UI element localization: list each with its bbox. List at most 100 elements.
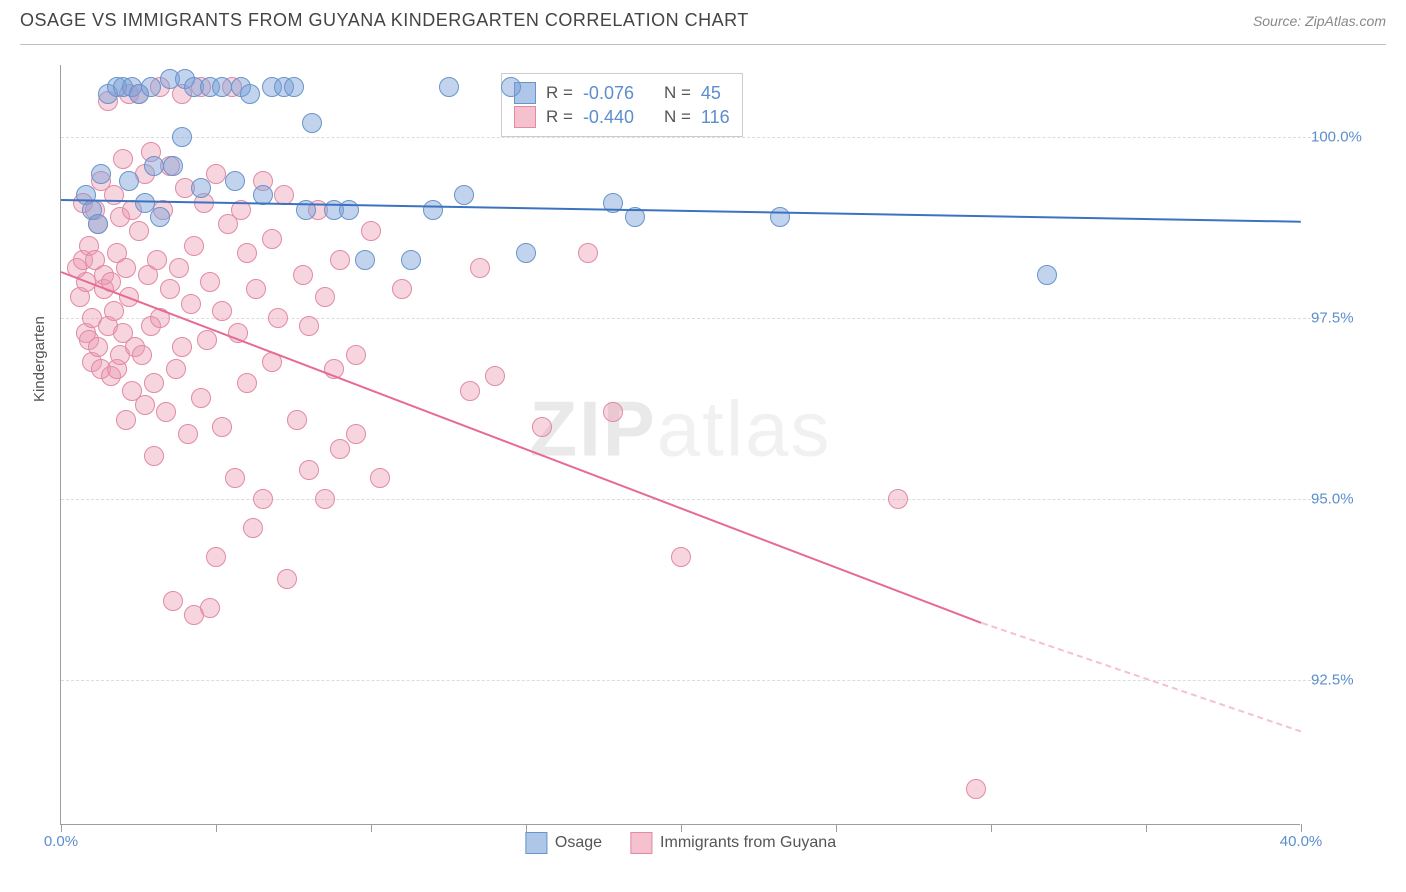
data-point bbox=[212, 77, 232, 97]
data-point bbox=[191, 178, 211, 198]
data-point bbox=[966, 779, 986, 799]
data-point bbox=[423, 200, 443, 220]
y-tick-label: 100.0% bbox=[1311, 129, 1362, 146]
stats-legend: R =-0.076N =45R =-0.440N =116 bbox=[501, 73, 743, 137]
y-tick-label: 92.5% bbox=[1311, 672, 1354, 689]
legend-swatch bbox=[630, 832, 652, 854]
x-tick-label: 40.0% bbox=[1280, 833, 1323, 850]
gridline bbox=[61, 499, 1321, 500]
data-point bbox=[330, 250, 350, 270]
data-point bbox=[225, 468, 245, 488]
plot-area: Kindergarten ZIPatlas R =-0.076N =45R =-… bbox=[60, 65, 1300, 825]
x-tick bbox=[371, 824, 372, 832]
legend-swatch bbox=[525, 832, 547, 854]
data-point bbox=[113, 149, 133, 169]
data-point bbox=[401, 250, 421, 270]
data-point bbox=[225, 171, 245, 191]
data-point bbox=[770, 207, 790, 227]
data-point bbox=[355, 250, 375, 270]
n-label: N = bbox=[664, 107, 691, 127]
data-point bbox=[144, 156, 164, 176]
data-point bbox=[439, 77, 459, 97]
data-point bbox=[262, 229, 282, 249]
data-point bbox=[212, 417, 232, 437]
legend-item: Osage bbox=[525, 832, 602, 854]
data-point bbox=[178, 424, 198, 444]
data-point bbox=[132, 345, 152, 365]
data-point bbox=[315, 287, 335, 307]
data-point bbox=[197, 330, 217, 350]
data-point bbox=[578, 243, 598, 263]
legend-label: Immigrants from Guyana bbox=[660, 834, 836, 852]
y-tick-label: 97.5% bbox=[1311, 310, 1354, 327]
source-label: Source: ZipAtlas.com bbox=[1253, 13, 1386, 29]
r-label: R = bbox=[546, 83, 573, 103]
data-point bbox=[370, 468, 390, 488]
data-point bbox=[346, 345, 366, 365]
r-label: R = bbox=[546, 107, 573, 127]
data-point bbox=[88, 214, 108, 234]
data-point bbox=[361, 221, 381, 241]
data-point bbox=[237, 373, 257, 393]
data-point bbox=[184, 236, 204, 256]
data-point bbox=[243, 518, 263, 538]
data-point bbox=[191, 388, 211, 408]
data-point bbox=[147, 250, 167, 270]
data-point bbox=[163, 591, 183, 611]
watermark: ZIPatlas bbox=[529, 384, 831, 475]
n-value: 116 bbox=[701, 107, 730, 128]
data-point bbox=[339, 200, 359, 220]
data-point bbox=[116, 258, 136, 278]
data-point bbox=[144, 446, 164, 466]
x-tick bbox=[836, 824, 837, 832]
n-value: 45 bbox=[701, 83, 721, 104]
x-tick bbox=[1301, 824, 1302, 832]
data-point bbox=[516, 243, 536, 263]
stats-row: R = -0.440 N = 116 bbox=[514, 106, 730, 128]
trend-line bbox=[61, 271, 982, 624]
data-point bbox=[299, 316, 319, 336]
data-point bbox=[169, 258, 189, 278]
data-point bbox=[284, 77, 304, 97]
data-point bbox=[240, 84, 260, 104]
data-point bbox=[150, 207, 170, 227]
data-point bbox=[277, 569, 297, 589]
stats-row: R =-0.076N =45 bbox=[514, 82, 730, 104]
legend-item: Immigrants from Guyana bbox=[630, 832, 836, 854]
data-point bbox=[460, 381, 480, 401]
data-point bbox=[104, 301, 124, 321]
gridline bbox=[61, 137, 1321, 138]
data-point bbox=[129, 221, 149, 241]
data-point bbox=[1037, 265, 1057, 285]
data-point bbox=[172, 127, 192, 147]
x-tick bbox=[991, 824, 992, 832]
y-tick-label: 95.0% bbox=[1311, 491, 1354, 508]
chart-title: OSAGE VS IMMIGRANTS FROM GUYANA KINDERGA… bbox=[20, 10, 749, 31]
data-point bbox=[135, 395, 155, 415]
data-point bbox=[200, 272, 220, 292]
data-point bbox=[470, 258, 490, 278]
data-point bbox=[181, 294, 201, 314]
data-point bbox=[532, 417, 552, 437]
data-point bbox=[116, 410, 136, 430]
series-legend: Osage Immigrants from Guyana bbox=[525, 832, 836, 854]
data-point bbox=[104, 185, 124, 205]
data-point bbox=[237, 243, 257, 263]
data-point bbox=[144, 373, 164, 393]
data-point bbox=[88, 337, 108, 357]
chart-container: Kindergarten ZIPatlas R =-0.076N =45R =-… bbox=[20, 44, 1386, 872]
gridline bbox=[61, 318, 1321, 319]
data-point bbox=[200, 598, 220, 618]
x-tick bbox=[681, 824, 682, 832]
x-tick bbox=[1146, 824, 1147, 832]
data-point bbox=[299, 460, 319, 480]
data-point bbox=[206, 164, 226, 184]
data-point bbox=[603, 402, 623, 422]
data-point bbox=[315, 489, 335, 509]
r-value: -0.440 bbox=[583, 107, 634, 128]
data-point bbox=[156, 402, 176, 422]
data-point bbox=[287, 410, 307, 430]
data-point bbox=[253, 489, 273, 509]
data-point bbox=[330, 439, 350, 459]
data-point bbox=[293, 265, 313, 285]
